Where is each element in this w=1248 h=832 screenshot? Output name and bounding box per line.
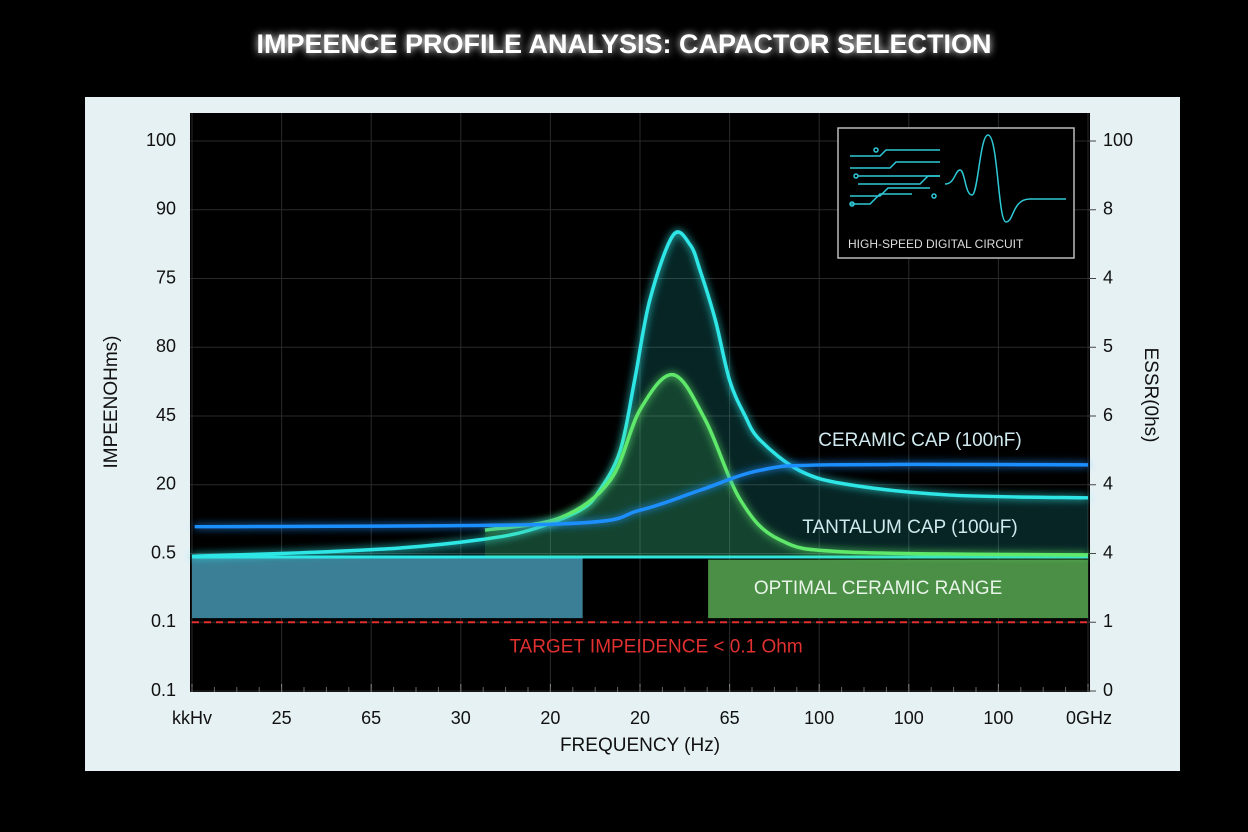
x-tick-label: 20 — [630, 708, 650, 728]
x-tick-label: 65 — [720, 708, 740, 728]
y2-tick-label: 6 — [1103, 405, 1113, 425]
x-tick-label: 20 — [540, 708, 560, 728]
range-band — [192, 558, 583, 619]
y-tick-label: 45 — [156, 405, 176, 425]
x-tick-label: kkHv — [172, 708, 212, 728]
range-band — [708, 559, 1088, 619]
y2-tick-label: 4 — [1103, 474, 1113, 494]
y-tick-label: 80 — [156, 336, 176, 356]
x-tick-label: 100 — [894, 708, 924, 728]
y2-axis-label: ESSR(0hs) — [1140, 347, 1161, 442]
x-tick-label: 100 — [804, 708, 834, 728]
x-tick-label: 100 — [983, 708, 1013, 728]
x-axis-label: FREQUENCY (Hz) — [560, 735, 720, 756]
y2-tick-label: 8 — [1103, 199, 1113, 219]
y2-tick-label: 4 — [1103, 267, 1113, 287]
y2-tick-label: 5 — [1103, 336, 1113, 356]
circuit-icon — [849, 134, 1066, 223]
series-label: CERAMIC CAP (100nF) — [818, 430, 1021, 451]
chart-title: IMPEENCE PROFILE ANALYSIS: CAPACTOR SELE… — [256, 29, 991, 59]
series-line — [191, 230, 1089, 558]
area-fill — [192, 232, 1088, 557]
y-tick-label: 75 — [156, 267, 176, 287]
y2-tick-label: 0 — [1103, 680, 1113, 700]
y2-tick-label: 100 — [1103, 130, 1133, 150]
series-line — [194, 462, 1089, 529]
y-axis-label: IMPEENOHms) — [101, 336, 122, 469]
x-tick-label: 65 — [361, 708, 381, 728]
x-tick-label: 25 — [272, 708, 292, 728]
target-label: TARGET IMPEIDENCE < 0.1 Ohm — [509, 636, 802, 657]
y-tick-label: 0.5 — [151, 542, 176, 562]
band-label: OPTIMAL CERAMIC RANGE — [754, 578, 1002, 599]
inset-label: HIGH-SPEED DIGITAL CIRCUIT — [848, 237, 1024, 251]
y2-tick-label: 1 — [1103, 611, 1113, 631]
series-label: TANTALUM CAP (100uF) — [802, 517, 1017, 538]
series-line — [484, 372, 1089, 557]
y-tick-label: 20 — [156, 474, 176, 494]
y2-tick-label: 4 — [1103, 542, 1113, 562]
y-tick-label: 0.1 — [151, 680, 176, 700]
y-tick-label: 100 — [146, 130, 176, 150]
inset: HIGH-SPEED DIGITAL CIRCUIT — [837, 127, 1075, 259]
x-tick-label: 30 — [451, 708, 471, 728]
y-tick-label: 90 — [156, 199, 176, 219]
x-tick-label: 0GHz — [1066, 708, 1112, 728]
y-tick-label: 0.1 — [151, 611, 176, 631]
